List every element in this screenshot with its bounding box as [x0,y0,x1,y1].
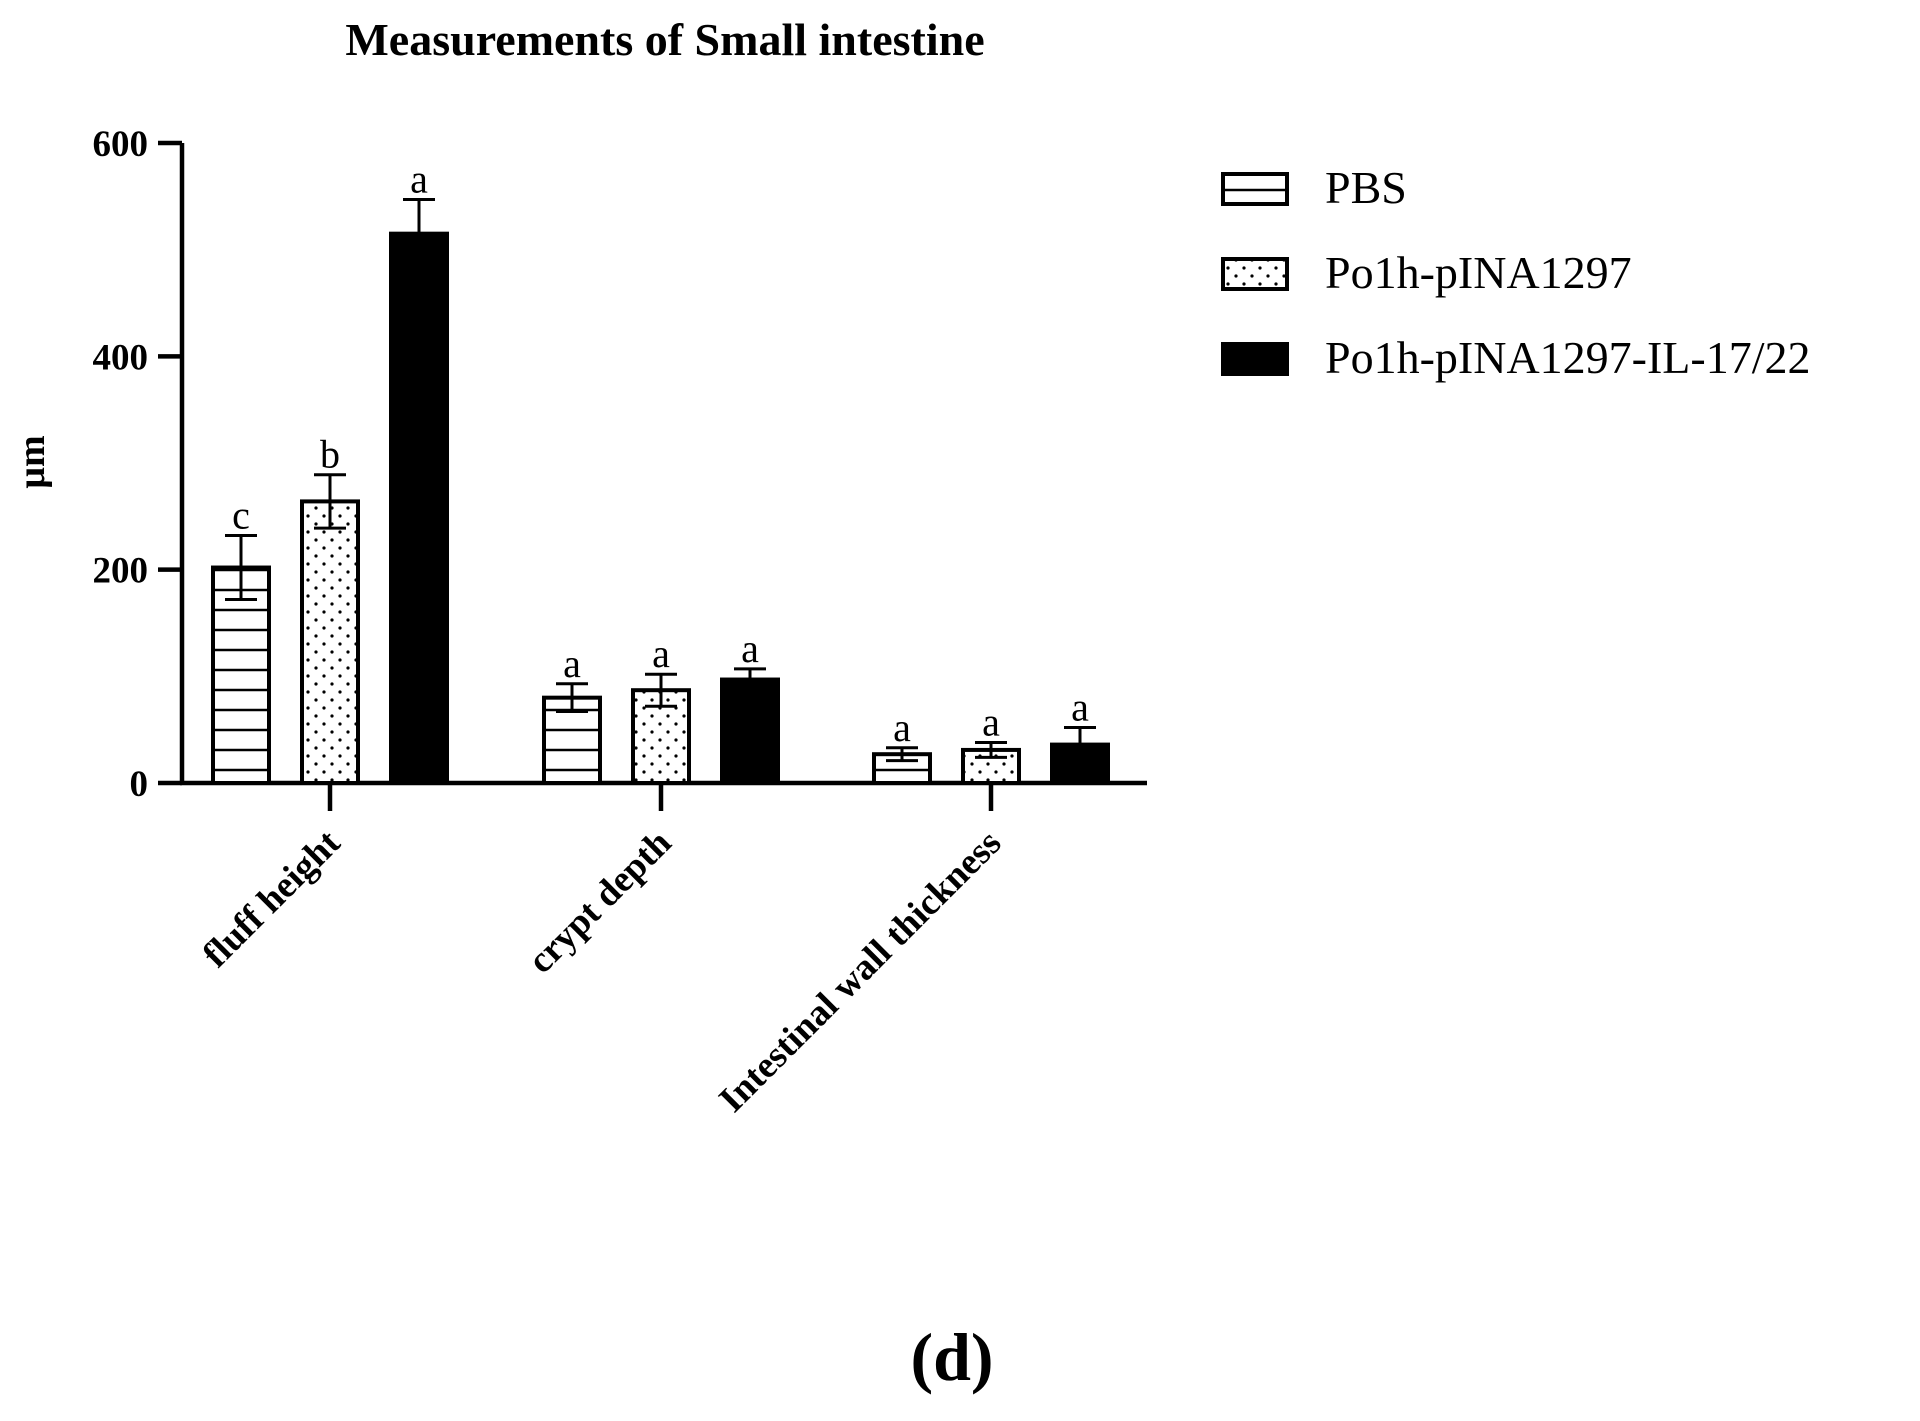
y-tick-label: 200 [93,551,149,592]
significance-label: c [232,493,250,538]
legend-label: Po1h-pINA1297-IL-17/22 [1325,332,1811,383]
significance-label: a [1071,685,1089,730]
legend-swatch [1221,172,1289,206]
x-category-label: fluff height [195,822,349,976]
legend-swatch [1221,342,1289,376]
significance-label: a [652,631,670,676]
significance-label: a [410,157,428,202]
y-axis-label: μm [11,435,53,488]
x-axis: fluff height crypt depth Intestinal wall t… [180,780,1147,1120]
bar [389,231,449,785]
significance-label: b [320,432,340,477]
x-category-label: Intestinal wall thickness [711,822,1009,1120]
significance-label: a [982,699,1000,744]
bars: c a a b a a a a a [211,157,1110,786]
y-tick-label: 600 [93,124,149,165]
bar [720,677,780,785]
legend: PBS Po1h-pINA1297 Po1h-pINA1297-IL-17/22 [1221,162,1811,383]
chart-title: Measurements of Small intestine [345,14,984,65]
panel-label: (d) [910,1319,993,1395]
significance-label: a [893,705,911,750]
legend-label: Po1h-pINA1297 [1325,247,1632,298]
significance-label: a [741,626,759,671]
y-tick-label: 400 [93,337,149,378]
bar [300,499,360,785]
legend-label: PBS [1325,162,1407,213]
x-category-label: crypt depth [520,822,679,981]
significance-label: a [563,641,581,686]
y-tick-label: 0 [130,764,149,805]
y-axis: 0 200 400 600 [93,124,185,805]
legend-swatch [1221,257,1289,291]
